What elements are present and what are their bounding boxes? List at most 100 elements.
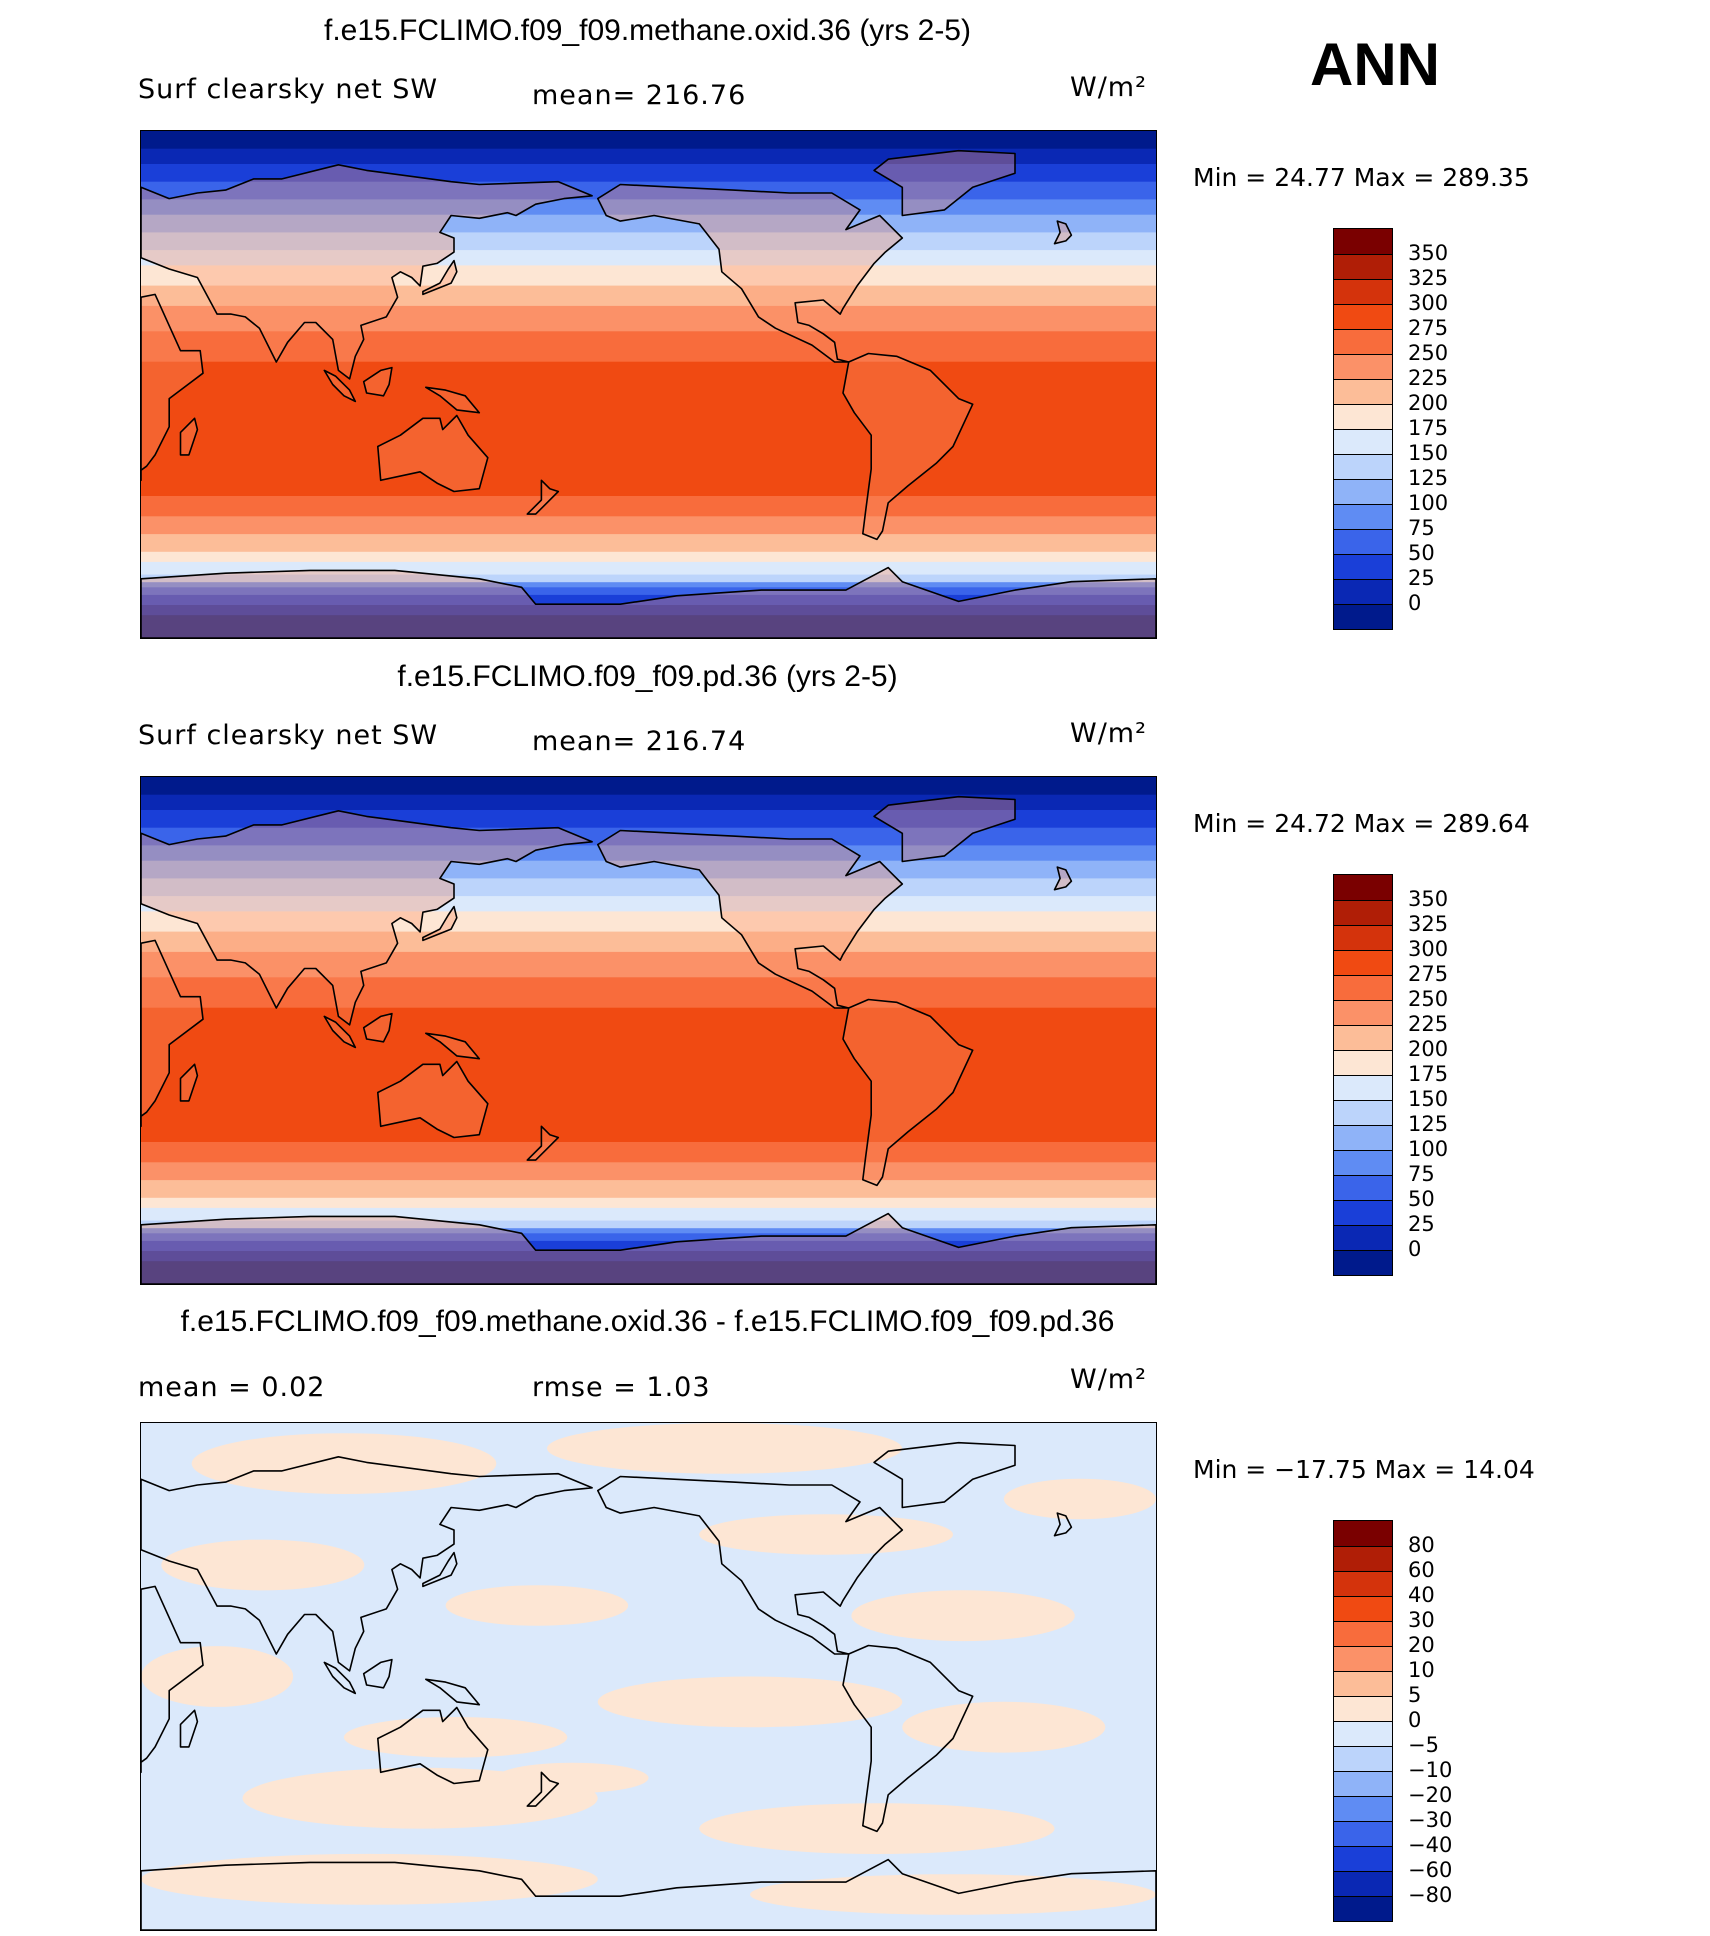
colorbar-box [1334,1150,1392,1175]
coastline [141,939,204,1128]
panel-2-units: W/m² [1070,718,1147,749]
field-band [141,951,1156,979]
colorbar-tick-label: 20 [1408,1633,1435,1657]
colorbar-box [1334,1646,1392,1671]
colorbar-box [1334,304,1392,329]
field-band [141,1142,1156,1164]
colorbar-box [1334,404,1392,429]
colorbar-tick-label: 200 [1408,391,1449,415]
coastline [1053,866,1073,891]
panel-1-map [140,130,1157,639]
land-shading [141,810,593,1025]
colorbar-box [1334,975,1392,1000]
coastline [141,1585,204,1774]
colorbar-box [1334,1896,1392,1921]
panel-3-map [140,1422,1157,1931]
colorbar-tick-label: 25 [1408,1212,1435,1236]
colorbar-tick-label: 50 [1408,541,1435,565]
field-band [141,977,1156,1009]
season-label: ANN [1310,31,1440,98]
field-band [141,1180,1156,1199]
coastline [323,1015,357,1049]
colorbar-tick-label: 75 [1408,516,1435,540]
colorbar-tick-label: 300 [1408,291,1449,315]
colorbar-box [1334,1796,1392,1821]
panel-2-mean-label: mean= 216.74 [532,726,747,757]
coastline [424,386,481,414]
colorbar-tick-label: 175 [1408,416,1449,440]
difference-patch [343,1717,568,1758]
colorbar-box [1334,279,1392,304]
colorbar-box [1334,604,1392,629]
colorbar-tick-label: 80 [1408,1533,1435,1557]
coastline [422,259,458,296]
coastline [422,905,458,942]
land-shading [377,1061,488,1138]
field-band [141,534,1156,553]
colorbar-box [1334,1621,1392,1646]
land-shading [527,1126,559,1161]
colorbar-box [1334,1175,1392,1200]
colorbar-box [1334,554,1392,579]
difference-patch [191,1433,497,1494]
colorbar-tick-label: 225 [1408,1012,1449,1036]
colorbar-box [1334,1671,1392,1696]
field-band [141,582,1156,589]
colorbar-box [1334,579,1392,604]
coastline [141,1455,593,1672]
coastline [179,1063,199,1102]
colorbar-box [1334,1821,1392,1846]
coastline [141,566,1156,638]
panel-3-rmse-label: rmse = 1.03 [532,1372,711,1403]
colorbar-tick-label: 25 [1408,566,1435,590]
panel-3-minmax: Min = −17.75 Max = 14.04 [1193,1455,1535,1484]
colorbar-box [1334,454,1392,479]
land-shading [843,999,973,1186]
land-shading [425,1033,480,1059]
panel-2-minmax: Min = 24.72 Max = 289.64 [1193,809,1530,838]
coastline [1053,1512,1073,1537]
colorbar-tick-label: 250 [1408,341,1449,365]
colorbar-tick-label: 125 [1408,1112,1449,1136]
field-band [141,1162,1156,1181]
field-band [141,1261,1156,1284]
field-band [141,265,1156,287]
colorbar-tick-label: −60 [1408,1858,1453,1882]
field-band [141,911,1156,933]
difference-patch [851,1590,1075,1642]
coastline [141,1858,1156,1930]
coastline [323,369,357,403]
field-band [141,561,1156,576]
colorbar-tick-label: 0 [1408,1708,1422,1732]
colorbar-box [1334,329,1392,354]
land-shading [874,150,1015,216]
panel-3-mean-label: mean = 0.02 [138,1372,326,1403]
colorbar-box [1334,1596,1392,1621]
colorbar-tick-label: 100 [1408,491,1449,515]
colorbar-box [1334,1075,1392,1100]
colorbar-tick-label: −80 [1408,1883,1453,1907]
field-band [141,148,1156,165]
field-band [141,777,1156,796]
colorbar-tick-label: −5 [1408,1733,1439,1757]
colorbar-box [1334,529,1392,554]
colorbar-tick-label: 250 [1408,987,1449,1011]
colorbar-tick-label: 325 [1408,266,1449,290]
field-band [141,587,1156,596]
panel-1-variable-label: Surf clearsky net SW [138,74,439,105]
coastline [362,1658,393,1689]
field-band [141,131,1156,150]
colorbar-tick-label: 150 [1408,441,1449,465]
difference-patch [699,1803,1055,1854]
panel-1-mean-label: mean= 216.76 [532,80,747,111]
field-band [141,1228,1156,1235]
colorbar-box [1334,1225,1392,1250]
colorbar-tick-label: 0 [1408,591,1422,615]
panel-2-variable-label: Surf clearsky net SW [138,720,439,751]
colorbar-tick-label: 200 [1408,1037,1449,1061]
land-shading [324,1016,356,1048]
colorbar-box [1334,1571,1392,1596]
field-band [141,860,1156,880]
land-shading [425,387,480,413]
colorbar-box [1334,1050,1392,1075]
